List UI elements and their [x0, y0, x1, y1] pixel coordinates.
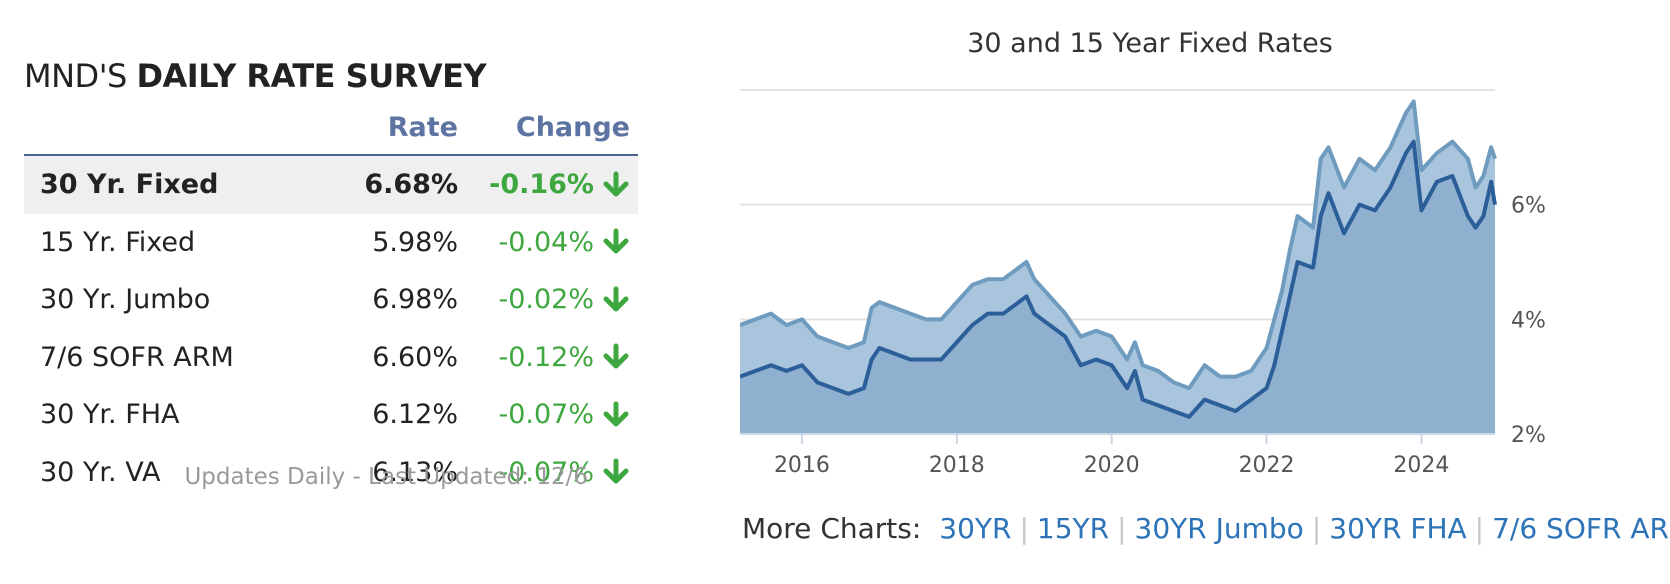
change-value: -0.16%	[489, 156, 630, 214]
chart-title: 30 and 15 Year Fixed Rates	[967, 28, 1333, 59]
link-separator: |	[1117, 512, 1127, 545]
change-value: -0.02%	[498, 271, 630, 329]
down-arrow-icon	[603, 286, 629, 312]
survey-title: MND'S DAILY RATE SURVEY	[24, 56, 638, 96]
down-arrow-icon	[603, 171, 629, 197]
chart-link[interactable]: 7/6 SOFR ARM	[1492, 512, 1670, 545]
rate-rows: 30 Yr. Fixed 6.68% -0.16% 15 Yr. Fixed 5.98%…	[24, 156, 638, 501]
more-charts: More Charts: 30YR | 15YR | 30YR Jumbo | 30YR FH…	[742, 512, 1670, 545]
chart-link[interactable]: 30YR FHA	[1329, 512, 1467, 545]
x-tick-label: 2016	[774, 453, 830, 478]
table-row[interactable]: 30 Yr. VA 6.13% -0.07%	[24, 444, 638, 502]
y-tick-label: 2%	[1511, 423, 1546, 448]
table-row[interactable]: 7/6 SOFR ARM 6.60% -0.12%	[24, 329, 638, 387]
survey-title-prefix: MND'S	[24, 57, 137, 95]
x-tick-label: 2024	[1393, 453, 1449, 478]
series-line-15yr	[740, 139, 1497, 419]
product-name: 7/6 SOFR ARM	[40, 341, 234, 373]
product-name: 15 Yr. Fixed	[40, 226, 196, 258]
change-text: -0.12%	[498, 341, 594, 373]
rate-survey: MND'S DAILY RATE SURVEY Rate Change 30 Y…	[24, 56, 638, 501]
last-updated: Updates Daily - Last Updated: 12/6	[184, 464, 588, 490]
link-separator: |	[1474, 512, 1485, 545]
change-value: -0.07%	[498, 386, 630, 444]
series-line-30yr	[740, 99, 1497, 391]
rate-value: 6.98%	[372, 284, 458, 315]
y-tick-label: 6%	[1511, 194, 1546, 219]
link-separator: |	[1019, 512, 1029, 545]
table-row[interactable]: 30 Yr. Fixed 6.68% -0.16%	[24, 156, 638, 214]
y-tick-label: 4%	[1511, 308, 1546, 333]
down-arrow-icon	[603, 343, 629, 369]
change-value: -0.04%	[498, 214, 630, 272]
column-header-rate: Rate	[387, 112, 458, 143]
change-text: -0.07%	[498, 456, 594, 488]
rate-value: 6.12%	[372, 399, 458, 430]
down-arrow-icon	[603, 458, 629, 484]
change-text: -0.04%	[498, 226, 594, 258]
change-text: -0.16%	[489, 169, 594, 200]
rate-value: 6.13%	[372, 456, 458, 488]
survey-title-bold: DAILY RATE SURVEY	[136, 57, 487, 95]
product-name: 30 Yr. Jumbo	[40, 284, 211, 315]
table-row[interactable]: 15 Yr. Fixed 5.98% -0.04%	[24, 214, 638, 272]
product-name: 30 Yr. VA	[40, 456, 161, 488]
product-name: 30 Yr. FHA	[40, 399, 180, 430]
link-separator: |	[1311, 512, 1322, 545]
change-text: -0.07%	[498, 399, 594, 430]
change-text: -0.02%	[498, 284, 594, 315]
column-header-change: Change	[515, 112, 630, 143]
rate-value: 6.60%	[372, 341, 458, 373]
chart-link[interactable]: 15YR	[1036, 512, 1110, 545]
table-row[interactable]: 30 Yr. FHA 6.12% -0.07%	[24, 386, 638, 444]
change-value: -0.07%	[498, 444, 630, 502]
more-charts-label: More Charts:	[742, 512, 922, 545]
chart-link[interactable]: 30YR Jumbo	[1134, 512, 1304, 545]
more-charts-links: 30YR | 15YR | 30YR Jumbo | 30YR FHA | 7/6 SOFR A…	[939, 512, 1670, 545]
product-name: 30 Yr. Fixed	[40, 169, 219, 200]
table-header: Rate Change	[24, 110, 638, 156]
rate-value: 5.98%	[372, 226, 458, 258]
x-tick-label: 2020	[1084, 453, 1140, 478]
x-tick-label: 2018	[929, 453, 985, 478]
chart-link[interactable]: 30YR	[939, 512, 1012, 545]
rate-value: 6.68%	[364, 169, 458, 200]
down-arrow-icon	[603, 228, 629, 254]
change-value: -0.12%	[498, 329, 630, 387]
down-arrow-icon	[603, 401, 629, 427]
table-row[interactable]: 30 Yr. Jumbo 6.98% -0.02%	[24, 271, 638, 329]
x-tick-label: 2022	[1239, 453, 1295, 478]
rates-chart: 2% 4% 6% 2016 2018 2020 2022 2024	[740, 89, 1546, 478]
